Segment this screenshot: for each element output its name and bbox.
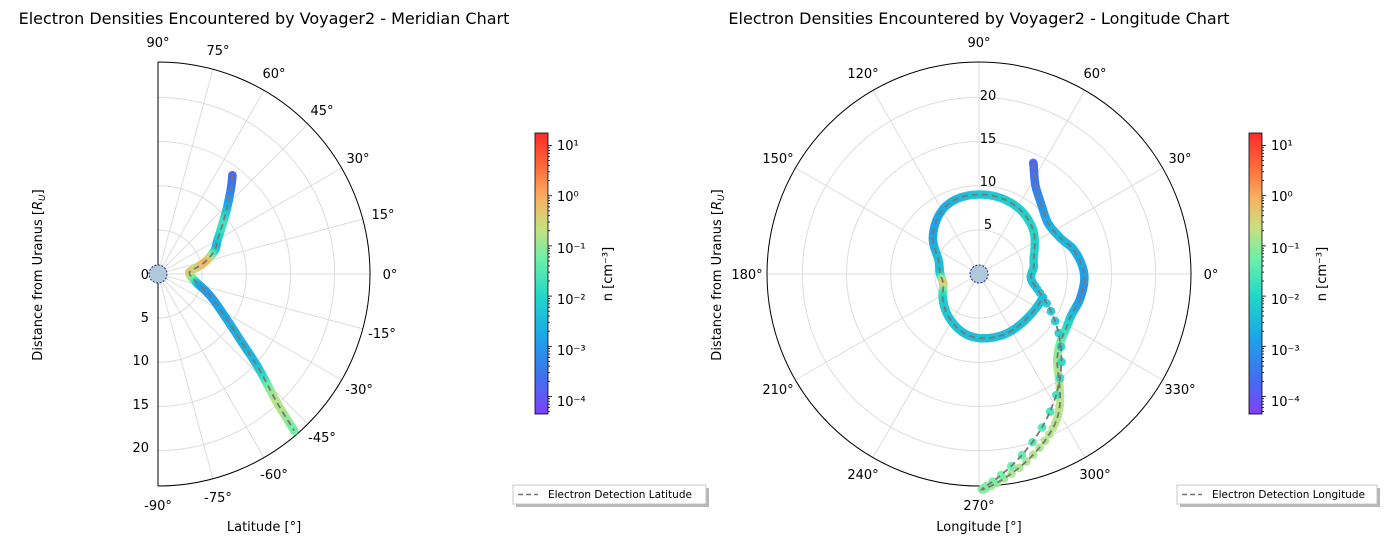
longitude-grid-spoke	[795, 273, 980, 381]
meridian-trajectory	[185, 170, 299, 436]
l-angle-tick-150: 150°	[762, 152, 793, 167]
m-cb-tick-2: 10⁰	[557, 190, 579, 205]
meridian-grid-spoke	[157, 167, 342, 275]
longitude-legend-label: Electron Detection Longitude	[1212, 489, 1365, 501]
meridian-chart: Electron Densities Encountered by Voyage…	[19, 9, 709, 535]
l-angle-tick-120: 120°	[847, 67, 878, 82]
meridian-y-label: Distance from Uranus [RU]	[31, 189, 48, 360]
m-radial-tick-5: 5	[141, 311, 149, 326]
m-angle-tick-neg45: -45°	[308, 431, 336, 446]
meridian-colorbar-ticks	[548, 145, 552, 412]
m-angle-tick-75: 75°	[206, 44, 229, 59]
meridian-colorbar: 10¹ 10⁰ 10⁻¹ 10⁻² 10⁻³ 10⁻⁴ n [cm⁻³]	[534, 132, 616, 415]
longitude-grid-spoke	[872, 90, 980, 275]
l-radial-tick-15: 15	[980, 132, 997, 147]
longitude-trajectory-point	[1057, 357, 1066, 367]
l-angle-tick-210: 210°	[762, 383, 793, 398]
meridian-trajectory-line	[188, 175, 295, 432]
m-angle-tick-neg30: -30°	[345, 383, 373, 398]
l-cb-tick-4: 10⁻²	[1271, 293, 1300, 308]
meridian-legend-box	[512, 484, 707, 505]
longitude-colorbar-ticks	[1262, 145, 1266, 412]
meridian-grid-spoke	[157, 273, 342, 381]
m-angle-tick-45: 45°	[310, 104, 333, 119]
m-angle-tick-15: 15°	[371, 208, 394, 223]
l-cb-tick-1: 10¹	[1271, 139, 1293, 154]
m-cb-tick-4: 10⁻²	[557, 293, 586, 308]
meridian-outer-arc	[157, 61, 371, 487]
meridian-grid-spoke	[157, 218, 363, 275]
longitude-legend-box	[1176, 484, 1378, 505]
l-angle-tick-300: 300°	[1079, 468, 1110, 483]
m-angle-tick-90: 90°	[146, 36, 169, 51]
l-radial-tick-10: 10	[980, 175, 997, 190]
l-angle-tick-90: 90°	[967, 36, 990, 51]
longitude-trajectory	[928, 158, 1089, 494]
m-cb-tick-6: 10⁻⁴	[557, 395, 586, 410]
meridian-colorbar-label: n [cm⁻³]	[601, 247, 616, 301]
l-cb-tick-2: 10⁰	[1271, 190, 1293, 205]
m-angle-tick-30: 30°	[346, 152, 369, 167]
longitude-grid-spoke	[872, 273, 980, 458]
m-cb-tick-3: 10⁻¹	[557, 242, 586, 257]
l-angle-tick-0: 0°	[1204, 268, 1219, 283]
longitude-trajectory-point	[1045, 407, 1055, 416]
m-radial-tick-15: 15	[132, 398, 149, 413]
l-angle-tick-30: 30°	[1168, 152, 1191, 167]
m-angle-tick-neg60: -60°	[260, 468, 288, 483]
l-radial-tick-20: 20	[980, 89, 997, 104]
longitude-trajectory-point	[1054, 328, 1063, 338]
m-cb-tick-5: 10⁻³	[557, 344, 586, 359]
m-radial-tick-20: 20	[132, 441, 149, 456]
l-angle-tick-270: 270°	[963, 499, 994, 514]
longitude-outer-circle	[766, 61, 1192, 487]
meridian-chart-title: Electron Densities Encountered by Voyage…	[19, 9, 510, 28]
meridian-grid-spoke	[157, 69, 214, 275]
l-cb-tick-6: 10⁻⁴	[1271, 395, 1300, 410]
m-radial-tick-10: 10	[132, 354, 149, 369]
m-angle-tick-neg90: -90°	[144, 499, 172, 514]
meridian-grid-spoke	[157, 273, 265, 458]
longitude-chart: Electron Densities Encountered by Voyage…	[710, 9, 1380, 535]
m-cb-tick-1: 10¹	[557, 139, 579, 154]
longitude-grid-spoke	[978, 167, 1163, 275]
meridian-grid-spoke	[157, 90, 265, 275]
l-angle-tick-240: 240°	[847, 468, 878, 483]
l-cb-tick-3: 10⁻¹	[1271, 242, 1300, 257]
m-angle-tick-0: 0°	[383, 268, 398, 283]
m-angle-tick-neg15: -15°	[368, 327, 396, 342]
m-angle-tick-60: 60°	[262, 67, 285, 82]
meridian-x-label: Latitude [°]	[227, 520, 301, 535]
longitude-chart-title: Electron Densities Encountered by Voyage…	[728, 9, 1229, 28]
uranus-marker-meridian	[148, 264, 168, 284]
l-radial-tick-5: 5	[984, 218, 992, 233]
meridian-legend: Electron Detection Latitude	[512, 484, 709, 507]
l-angle-tick-60: 60°	[1083, 67, 1106, 82]
longitude-legend: Electron Detection Longitude	[1176, 484, 1380, 507]
l-cb-tick-5: 10⁻³	[1271, 344, 1300, 359]
meridian-colorbar-bar	[534, 132, 549, 415]
meridian-grid-spoke	[157, 273, 309, 425]
meridian-legend-label: Electron Detection Latitude	[548, 489, 692, 501]
longitude-trajectory-line	[932, 162, 1086, 491]
m-radial-tick-0: 0	[141, 268, 149, 283]
longitude-y-label: Distance from Uranus [RU]	[710, 189, 727, 360]
uranus-marker-longitude	[969, 264, 989, 284]
longitude-grid-spoke	[795, 167, 980, 275]
l-angle-tick-180: 180°	[731, 268, 762, 283]
longitude-grid-spoke	[978, 273, 1086, 458]
longitude-colorbar-label: n [cm⁻³]	[1315, 247, 1330, 301]
longitude-colorbar: 10¹ 10⁰ 10⁻¹ 10⁻² 10⁻³ 10⁻⁴ n [cm⁻³]	[1248, 132, 1330, 415]
longitude-x-label: Longitude [°]	[936, 520, 1021, 535]
m-angle-tick-neg75: -75°	[204, 491, 232, 506]
longitude-colorbar-bar	[1248, 132, 1263, 415]
l-angle-tick-330: 330°	[1164, 383, 1195, 398]
meridian-grid-spoke	[157, 273, 214, 479]
